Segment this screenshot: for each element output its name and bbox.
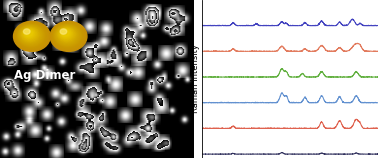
Circle shape <box>25 30 33 36</box>
Circle shape <box>51 22 86 51</box>
Circle shape <box>60 29 71 38</box>
Circle shape <box>20 26 40 43</box>
Circle shape <box>57 26 77 43</box>
Circle shape <box>50 21 87 51</box>
Circle shape <box>59 28 73 40</box>
Circle shape <box>53 24 82 48</box>
Circle shape <box>25 30 32 36</box>
Circle shape <box>52 23 84 49</box>
Circle shape <box>52 22 85 49</box>
Circle shape <box>54 24 81 46</box>
Circle shape <box>55 25 79 45</box>
Circle shape <box>60 29 72 39</box>
Circle shape <box>62 30 69 36</box>
Circle shape <box>17 24 45 47</box>
Circle shape <box>50 21 87 51</box>
Circle shape <box>20 27 40 42</box>
Circle shape <box>55 25 80 46</box>
Circle shape <box>19 25 43 45</box>
Circle shape <box>59 28 74 40</box>
Circle shape <box>15 22 48 49</box>
Circle shape <box>17 24 44 46</box>
Circle shape <box>53 23 83 48</box>
Circle shape <box>61 30 70 37</box>
Text: Ag Dimer: Ag Dimer <box>14 69 75 82</box>
Circle shape <box>18 25 43 46</box>
Circle shape <box>19 25 42 44</box>
Circle shape <box>16 23 46 48</box>
Circle shape <box>56 25 79 44</box>
Circle shape <box>58 27 75 41</box>
Circle shape <box>23 29 30 34</box>
Circle shape <box>23 29 35 39</box>
Circle shape <box>54 24 82 47</box>
Circle shape <box>22 28 37 40</box>
Circle shape <box>60 29 67 34</box>
Circle shape <box>19 26 41 44</box>
Circle shape <box>14 22 49 50</box>
Circle shape <box>60 28 73 39</box>
Circle shape <box>14 21 50 51</box>
Circle shape <box>24 29 34 38</box>
Circle shape <box>22 27 38 41</box>
Circle shape <box>51 22 85 50</box>
Circle shape <box>22 28 37 40</box>
Y-axis label: Raman Intensity: Raman Intensity <box>191 45 200 113</box>
Circle shape <box>23 28 36 39</box>
Circle shape <box>57 27 76 42</box>
Circle shape <box>24 30 34 37</box>
Circle shape <box>56 26 78 44</box>
Circle shape <box>14 21 50 51</box>
Circle shape <box>21 27 39 42</box>
Circle shape <box>14 22 50 51</box>
Circle shape <box>15 23 47 49</box>
Circle shape <box>57 27 76 42</box>
Circle shape <box>62 30 70 36</box>
Circle shape <box>17 24 46 48</box>
